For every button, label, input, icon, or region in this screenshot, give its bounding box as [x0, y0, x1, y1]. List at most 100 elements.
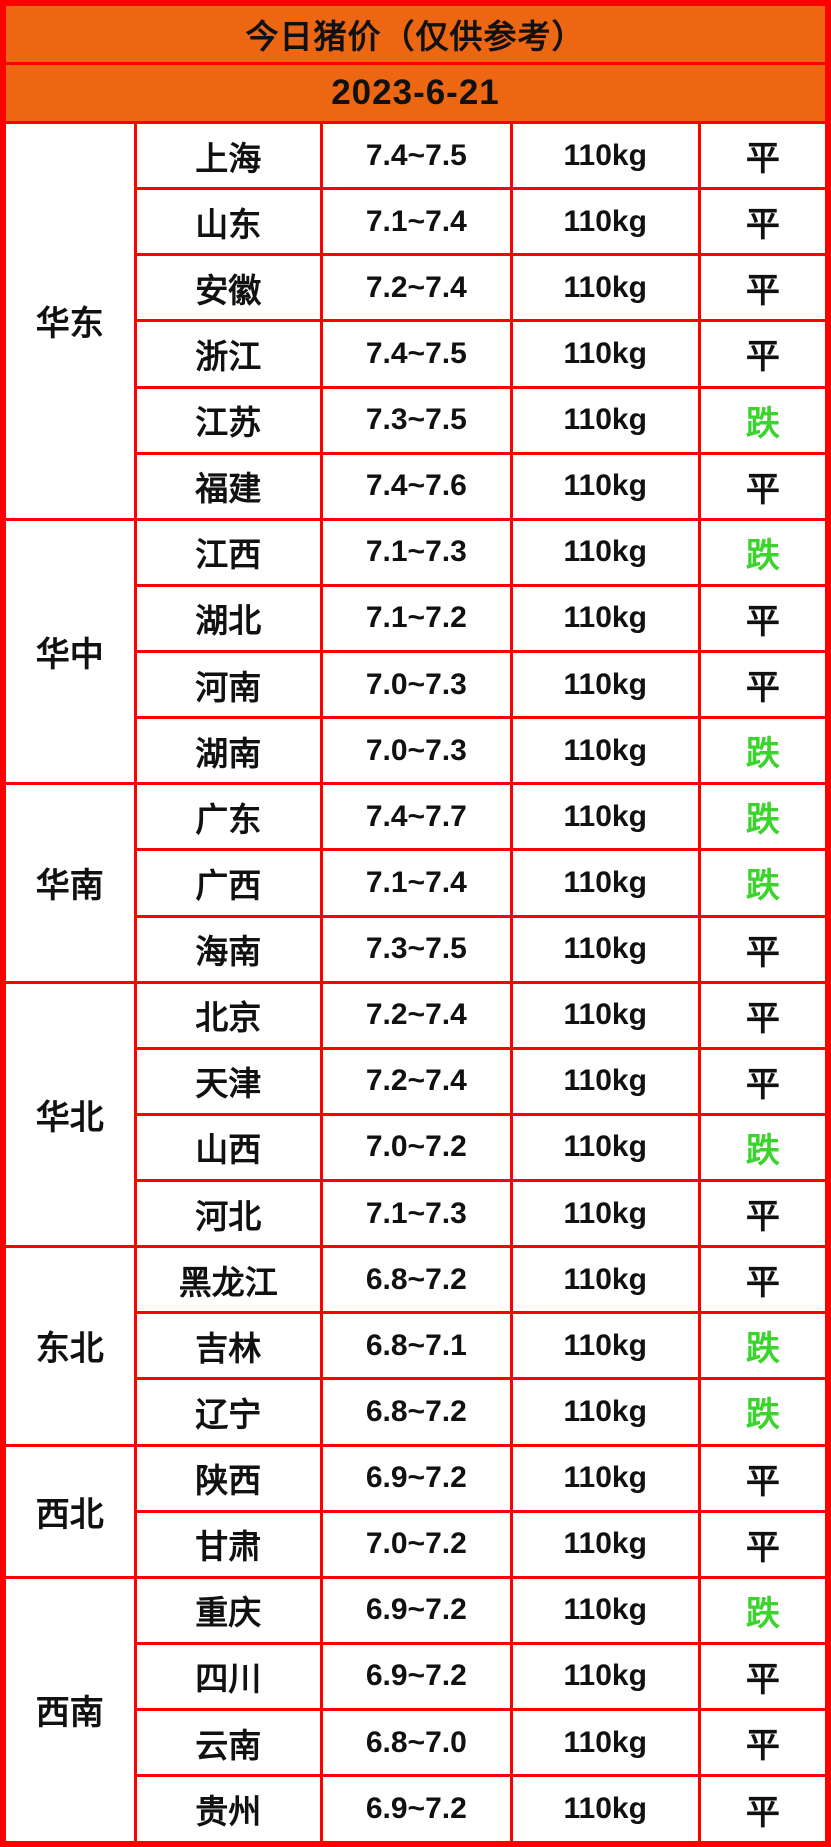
table-row: 甘肃 7.0~7.2 110kg 平 — [3, 1509, 830, 1579]
weight-cell: 110kg — [509, 980, 701, 1050]
weight-cell: 110kg — [509, 253, 701, 323]
status-cell: 平 — [697, 187, 830, 257]
weight-cell: 110kg — [509, 1575, 701, 1645]
price-cell: 6.8~7.0 — [319, 1707, 513, 1778]
table-row: 贵州 6.9~7.2 110kg 平 — [3, 1774, 830, 1846]
price-cell: 6.9~7.2 — [319, 1774, 513, 1846]
weight-cell: 110kg — [509, 517, 701, 587]
status-cell: 跌 — [697, 1575, 830, 1645]
status-cell: 跌 — [697, 782, 830, 852]
price-cell: 7.1~7.2 — [319, 583, 513, 654]
price-cell: 7.0~7.2 — [319, 1112, 513, 1183]
price-cell: 6.9~7.2 — [319, 1575, 513, 1645]
province-cell: 吉林 — [133, 1311, 323, 1381]
province-cell: 江西 — [133, 517, 323, 587]
weight-cell: 110kg — [509, 782, 701, 852]
weight-cell: 110kg — [509, 914, 701, 984]
province-cell: 天津 — [133, 1046, 323, 1116]
table-row: 河北 7.1~7.3 110kg 平 — [3, 1178, 830, 1249]
weight-cell: 110kg — [509, 716, 701, 786]
weight-cell: 110kg — [509, 385, 701, 455]
weight-cell: 110kg — [509, 1774, 701, 1846]
province-cell: 上海 — [133, 120, 323, 191]
status-cell: 跌 — [697, 716, 830, 786]
table-row: 浙江 7.4~7.5 110kg 平 — [3, 319, 830, 389]
weight-cell: 110kg — [509, 451, 701, 521]
province-cell: 北京 — [133, 980, 323, 1050]
weight-cell: 110kg — [509, 1112, 701, 1183]
province-cell: 黑龙江 — [133, 1245, 323, 1315]
price-cell: 6.9~7.2 — [319, 1641, 513, 1712]
province-cell: 安徽 — [133, 253, 323, 323]
status-cell: 平 — [697, 120, 830, 191]
table-row: 西南 重庆 6.9~7.2 110kg 跌 — [1, 1575, 830, 1846]
table-row: 华中 江西 7.1~7.3 110kg 跌 — [1, 517, 830, 786]
status-cell: 平 — [697, 1641, 830, 1712]
status-cell: 平 — [697, 451, 830, 521]
price-cell: 6.8~7.2 — [319, 1245, 513, 1315]
price-cell: 6.9~7.2 — [319, 1443, 513, 1513]
province-cell: 山东 — [133, 187, 323, 257]
status-cell: 平 — [697, 319, 830, 389]
price-cell: 7.3~7.5 — [319, 385, 513, 455]
province-cell: 江苏 — [133, 385, 323, 455]
status-cell: 平 — [697, 253, 830, 323]
table-row: 山东 7.1~7.4 110kg 平 — [3, 187, 830, 257]
weight-cell: 110kg — [509, 1245, 701, 1315]
table-row: 天津 7.2~7.4 110kg 平 — [3, 1046, 830, 1116]
weight-cell: 110kg — [509, 1311, 701, 1381]
title-row: 今日猪价（仅供参考） — [1, 1, 830, 65]
weight-cell: 110kg — [509, 1509, 701, 1579]
table-row: 辽宁 6.8~7.2 110kg 跌 — [3, 1377, 830, 1447]
page-title: 今日猪价（仅供参考） — [1, 1, 830, 65]
region-cell: 华南 — [1, 782, 137, 984]
weight-cell: 110kg — [509, 187, 701, 257]
price-cell: 7.1~7.3 — [319, 517, 513, 587]
weight-cell: 110kg — [509, 848, 701, 918]
weight-cell: 110kg — [509, 1707, 701, 1778]
price-cell: 7.1~7.4 — [319, 187, 513, 257]
table-row: 湖北 7.1~7.2 110kg 平 — [3, 583, 830, 654]
table-row: 福建 7.4~7.6 110kg 平 — [3, 451, 830, 521]
region-cell: 华东 — [1, 121, 137, 521]
province-cell: 贵州 — [133, 1774, 323, 1846]
province-cell: 广东 — [133, 782, 323, 852]
weight-cell: 110kg — [509, 1443, 701, 1513]
price-cell: 7.4~7.5 — [319, 319, 513, 389]
price-cell: 7.0~7.3 — [319, 716, 513, 786]
weight-cell: 110kg — [509, 1178, 701, 1249]
status-cell: 跌 — [697, 1112, 830, 1183]
status-cell: 跌 — [697, 385, 830, 455]
price-cell: 7.0~7.3 — [319, 649, 513, 720]
date-label: 2023-6-21 — [1, 62, 830, 124]
price-cell: 7.0~7.2 — [319, 1509, 513, 1579]
region-cell: 华北 — [1, 980, 137, 1249]
weight-cell: 110kg — [509, 649, 701, 720]
price-cell: 7.4~7.6 — [319, 451, 513, 521]
price-cell: 6.8~7.2 — [319, 1377, 513, 1447]
table-row: 华东 上海 7.4~7.5 110kg 平 — [1, 120, 830, 521]
table-row: 河南 7.0~7.3 110kg 平 — [3, 649, 830, 720]
region-cell: 西南 — [1, 1575, 137, 1846]
status-cell: 平 — [697, 1245, 830, 1315]
table-row: 华南 广东 7.4~7.7 110kg 跌 — [1, 782, 830, 984]
province-cell: 河北 — [133, 1178, 323, 1249]
price-cell: 7.1~7.4 — [319, 848, 513, 918]
province-cell: 陕西 — [133, 1443, 323, 1513]
province-cell: 甘肃 — [133, 1509, 323, 1579]
date-row: 2023-6-21 — [1, 62, 830, 124]
status-cell: 平 — [697, 1707, 830, 1778]
price-cell: 7.4~7.7 — [319, 782, 513, 852]
price-cell: 6.8~7.1 — [319, 1311, 513, 1381]
province-cell: 广西 — [133, 848, 323, 918]
region-cell: 华中 — [1, 517, 137, 786]
province-cell: 辽宁 — [133, 1377, 323, 1447]
weight-cell: 110kg — [509, 120, 701, 191]
table-row: 安徽 7.2~7.4 110kg 平 — [3, 253, 830, 323]
province-cell: 湖南 — [133, 716, 323, 786]
region-cell: 东北 — [1, 1245, 137, 1447]
price-cell: 7.1~7.3 — [319, 1178, 513, 1249]
status-cell: 平 — [697, 914, 830, 984]
